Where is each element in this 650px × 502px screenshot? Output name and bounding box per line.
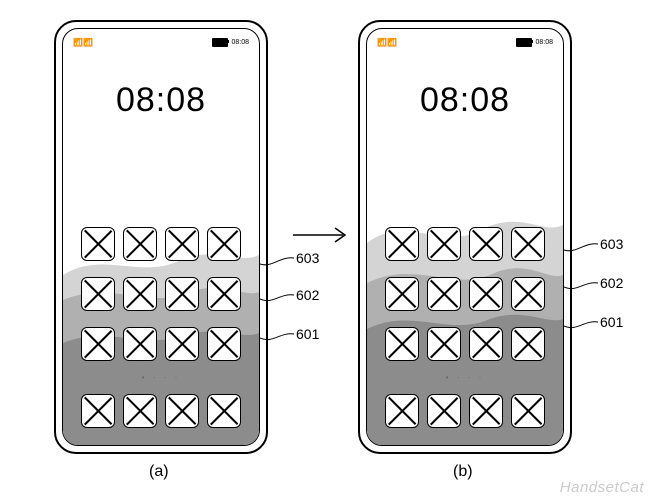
app-icon [123, 394, 157, 428]
app-icon [123, 327, 157, 361]
watermark: HandsetCat [560, 479, 644, 496]
icon-row-b-3 [367, 327, 563, 361]
app-icon [207, 394, 241, 428]
figure-container: 📶📶 08:08 08:08 [0, 0, 650, 502]
app-icon [207, 227, 241, 261]
status-bar-a: 📶📶 08:08 [73, 35, 249, 49]
clock-a: 08:08 [63, 81, 259, 120]
icon-row-a-4 [63, 394, 259, 428]
callout-label-b-603: 603 [600, 236, 623, 252]
callout-label-a-601: 601 [296, 326, 319, 342]
caption-b: (b) [453, 463, 473, 481]
icon-row-a-3 [63, 327, 259, 361]
app-icon [165, 227, 199, 261]
icon-row-b-2 [367, 277, 563, 311]
app-icon [165, 327, 199, 361]
app-icon [427, 227, 461, 261]
app-icon [427, 277, 461, 311]
app-icon [427, 327, 461, 361]
battery-status: 08:08 [516, 38, 553, 47]
app-icon [123, 277, 157, 311]
caption-a: (a) [149, 463, 169, 481]
app-icon [385, 227, 419, 261]
arrow-icon [293, 225, 353, 245]
phone-frame-b: 📶📶 08:08 08:08 [358, 20, 572, 454]
app-icon [81, 227, 115, 261]
app-icon [123, 227, 157, 261]
app-icon [165, 394, 199, 428]
status-bar-b: 📶📶 08:08 [377, 35, 553, 49]
page-indicator-a: • · · · [63, 373, 259, 382]
phone-frame-a: 📶📶 08:08 08:08 [54, 20, 268, 454]
app-icon [511, 327, 545, 361]
callout-label-b-601: 601 [600, 314, 623, 330]
callout-label-a-603: 603 [296, 250, 319, 266]
app-icon [81, 327, 115, 361]
app-icon [469, 394, 503, 428]
app-icon [511, 227, 545, 261]
phone-screen-b: 📶📶 08:08 08:08 [366, 28, 564, 446]
page-indicator-b: • · · · [367, 373, 563, 382]
app-icon [81, 277, 115, 311]
clock-b: 08:08 [367, 81, 563, 120]
app-icon [385, 394, 419, 428]
phone-screen-a: 📶📶 08:08 08:08 [62, 28, 260, 446]
app-icon [469, 227, 503, 261]
icon-row-a-1 [63, 227, 259, 261]
app-icon [469, 277, 503, 311]
app-icon [427, 394, 461, 428]
app-icon [81, 394, 115, 428]
callout-label-a-602: 602 [296, 287, 319, 303]
signal-icons: 📶📶 [377, 38, 397, 47]
icon-row-b-1 [367, 227, 563, 261]
app-icon [385, 277, 419, 311]
icon-row-b-4 [367, 394, 563, 428]
callout-label-b-602: 602 [600, 275, 623, 291]
app-icon [511, 394, 545, 428]
app-icon [165, 277, 199, 311]
app-icon [207, 277, 241, 311]
app-icon [511, 277, 545, 311]
signal-icons: 📶📶 [73, 38, 93, 47]
icon-row-a-2 [63, 277, 259, 311]
app-icon [385, 327, 419, 361]
app-icon [207, 327, 241, 361]
app-icon [469, 327, 503, 361]
battery-status: 08:08 [212, 38, 249, 47]
